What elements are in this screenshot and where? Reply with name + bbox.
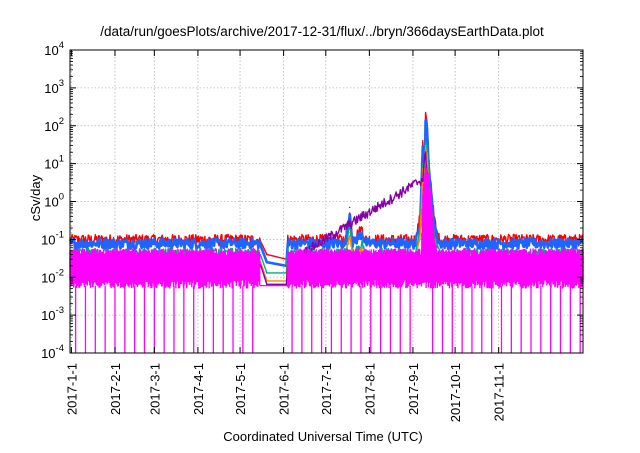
y-tick-exponent: 1 <box>59 154 64 165</box>
data-point <box>361 242 364 244</box>
data-point <box>436 237 438 239</box>
data-point <box>424 120 427 123</box>
y-tick-label: 10-4 <box>41 343 64 361</box>
data-point <box>424 136 427 138</box>
x-tick-label: 2017-2-1 <box>108 363 123 415</box>
data-point <box>426 130 428 133</box>
series-layer <box>68 111 584 353</box>
data-point <box>287 242 289 244</box>
data-point <box>348 213 351 216</box>
y-tick-label: 10-2 <box>41 267 64 285</box>
data-point <box>421 147 424 150</box>
grid-lines <box>70 50 583 353</box>
data-point <box>265 272 268 274</box>
y-tick-label: 100 <box>44 192 64 210</box>
data-point <box>438 242 441 244</box>
y-tick-exponent: -2 <box>56 267 64 278</box>
data-point <box>424 144 427 147</box>
data-point <box>424 151 427 154</box>
data-point <box>361 231 364 234</box>
x-tick-label: 2017-1-1 <box>64 363 79 415</box>
x-tick-label: 2017-9-1 <box>406 363 421 415</box>
data-point <box>258 242 261 244</box>
x-tick-label: 2017-3-1 <box>147 363 162 415</box>
y-tick-exponent: 2 <box>59 116 64 127</box>
y-tick-exponent: 3 <box>59 78 64 89</box>
data-point <box>438 238 441 241</box>
y-tick-label: 101 <box>44 154 64 172</box>
data-point <box>285 283 288 286</box>
data-point <box>348 231 351 234</box>
data-point <box>348 206 351 209</box>
x-axis-label: Coordinated Universal Time (UTC) <box>223 429 422 444</box>
y-tick-label: 10-1 <box>41 229 64 247</box>
y-tick-label: 103 <box>44 78 64 96</box>
data-point <box>426 153 428 155</box>
data-point <box>258 238 261 241</box>
x-tick-label: 2017-8-1 <box>362 363 377 415</box>
plot-frame <box>69 49 584 354</box>
data-point <box>414 242 417 244</box>
data-point <box>421 140 424 142</box>
y-tick-exponent: 0 <box>59 192 64 203</box>
data-point <box>424 113 427 116</box>
series-line <box>68 119 584 268</box>
x-tick-label: 2017-7-1 <box>319 363 334 415</box>
x-tick-label: 2017-5-1 <box>233 363 248 415</box>
noise-band <box>69 165 584 289</box>
x-tick-label: 2017-10-1 <box>448 363 463 422</box>
data-point <box>344 242 347 244</box>
y-tick-exponent: -3 <box>56 305 64 316</box>
y-tick-label: 104 <box>44 40 64 58</box>
x-tick-label: 2017-11-1 <box>492 363 507 421</box>
data-point <box>419 238 421 241</box>
y-tick-label: 102 <box>44 116 64 134</box>
data-series <box>69 165 584 353</box>
data-point <box>265 261 268 263</box>
data-point <box>265 253 268 256</box>
y-tick-exponent: 4 <box>59 40 64 51</box>
data-point <box>426 144 428 147</box>
data-point <box>364 242 366 244</box>
data-point <box>265 283 268 286</box>
data-point <box>433 220 435 223</box>
data-point <box>361 227 364 229</box>
data-point <box>421 177 424 180</box>
x-tick-label: 2017-6-1 <box>277 363 292 415</box>
y-tick-exponent: -1 <box>56 229 64 240</box>
y-axis-label: cSv/day <box>28 174 43 221</box>
y-tick-label: 10-3 <box>41 305 64 323</box>
data-series <box>68 119 584 268</box>
y-tick-exponent: -4 <box>56 343 64 354</box>
x-tick-label: 2017-4-1 <box>191 363 206 415</box>
chart-title: /data/run/goesPlots/archive/2017-12-31/f… <box>100 24 544 39</box>
data-point <box>421 162 424 165</box>
